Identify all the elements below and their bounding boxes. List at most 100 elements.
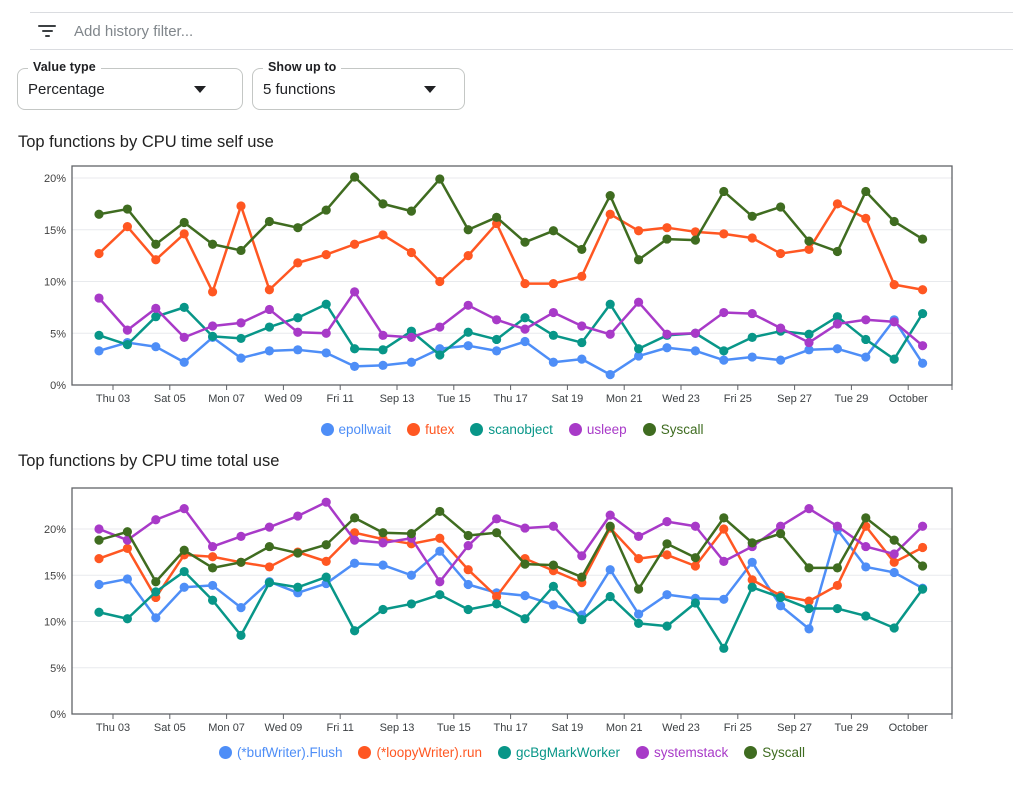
data-point[interactable] bbox=[577, 551, 587, 561]
legend-item-usleep[interactable]: usleep bbox=[568, 422, 627, 437]
data-point[interactable] bbox=[776, 202, 786, 212]
data-point[interactable] bbox=[832, 344, 843, 354]
data-point[interactable] bbox=[264, 346, 274, 356]
data-point[interactable] bbox=[293, 582, 303, 592]
data-point[interactable] bbox=[832, 312, 843, 322]
data-point[interactable] bbox=[662, 234, 672, 244]
data-point[interactable] bbox=[776, 592, 786, 603]
data-point[interactable] bbox=[548, 278, 559, 289]
data-point[interactable] bbox=[350, 626, 360, 636]
data-point[interactable] bbox=[577, 244, 587, 255]
data-point[interactable] bbox=[236, 630, 246, 640]
data-point[interactable] bbox=[321, 497, 331, 507]
data-point[interactable] bbox=[293, 223, 303, 233]
data-point[interactable] bbox=[435, 506, 445, 517]
data-point[interactable] bbox=[889, 623, 899, 633]
data-point[interactable] bbox=[264, 578, 274, 588]
cpu-self-chart-plot[interactable]: 0% 5% 10% 15% 20% Thu 03 Sat 05 Mon 07 Wed 09 Fri… bbox=[0, 163, 960, 411]
data-point[interactable] bbox=[151, 239, 161, 249]
data-point[interactable] bbox=[94, 293, 104, 303]
data-point[interactable] bbox=[662, 343, 672, 353]
data-point[interactable] bbox=[918, 561, 928, 571]
data-point[interactable] bbox=[634, 351, 644, 361]
data-point[interactable] bbox=[577, 321, 587, 331]
data-point[interactable] bbox=[832, 246, 843, 257]
data-point[interactable] bbox=[122, 543, 132, 554]
data-point[interactable] bbox=[804, 596, 814, 606]
data-point[interactable] bbox=[463, 530, 473, 541]
data-point[interactable] bbox=[492, 528, 502, 538]
data-point[interactable] bbox=[264, 216, 274, 227]
data-point[interactable] bbox=[861, 186, 871, 197]
data-point[interactable] bbox=[804, 624, 814, 634]
value-type-select[interactable]: Value type Percentage bbox=[17, 60, 243, 110]
data-point[interactable] bbox=[918, 341, 928, 351]
data-point[interactable] bbox=[350, 558, 360, 568]
data-point[interactable] bbox=[690, 521, 701, 531]
history-filter-input[interactable] bbox=[74, 22, 774, 40]
data-point[interactable] bbox=[264, 285, 274, 295]
data-point[interactable] bbox=[264, 522, 274, 532]
data-point[interactable] bbox=[492, 346, 502, 356]
data-point[interactable] bbox=[321, 249, 331, 260]
data-point[interactable] bbox=[634, 554, 644, 564]
data-point[interactable] bbox=[350, 239, 360, 249]
data-point[interactable] bbox=[577, 271, 587, 281]
data-point[interactable] bbox=[378, 560, 388, 570]
data-point[interactable] bbox=[293, 345, 303, 355]
data-point[interactable] bbox=[94, 554, 104, 564]
data-point[interactable] bbox=[236, 318, 246, 328]
data-point[interactable] bbox=[293, 548, 303, 558]
data-point[interactable] bbox=[264, 322, 274, 332]
data-point[interactable] bbox=[776, 521, 786, 531]
data-point[interactable] bbox=[690, 235, 701, 245]
data-point[interactable] bbox=[406, 206, 416, 216]
data-point[interactable] bbox=[122, 614, 132, 624]
data-point[interactable] bbox=[548, 521, 559, 531]
data-point[interactable] bbox=[889, 317, 899, 327]
data-point[interactable] bbox=[435, 322, 445, 332]
data-point[interactable] bbox=[634, 344, 644, 354]
legend-item-epollwait[interactable]: epollwait bbox=[320, 422, 391, 437]
data-point[interactable] bbox=[889, 354, 899, 364]
data-point[interactable] bbox=[435, 350, 445, 360]
data-point[interactable] bbox=[804, 244, 814, 255]
data-point[interactable] bbox=[520, 278, 530, 289]
data-point[interactable] bbox=[179, 545, 189, 555]
data-point[interactable] bbox=[236, 353, 246, 363]
data-point[interactable] bbox=[94, 579, 104, 590]
data-point[interactable] bbox=[634, 297, 644, 307]
data-point[interactable] bbox=[321, 572, 331, 582]
data-point[interactable] bbox=[293, 327, 303, 337]
data-point[interactable] bbox=[350, 344, 360, 354]
data-point[interactable] bbox=[179, 582, 189, 592]
data-point[interactable] bbox=[378, 538, 388, 548]
data-point[interactable] bbox=[832, 319, 843, 329]
data-point[interactable] bbox=[406, 357, 416, 367]
data-point[interactable] bbox=[264, 562, 274, 572]
data-point[interactable] bbox=[151, 342, 161, 352]
data-point[interactable] bbox=[94, 524, 104, 534]
data-point[interactable] bbox=[719, 346, 729, 356]
data-point[interactable] bbox=[605, 510, 615, 520]
data-point[interactable] bbox=[719, 355, 729, 365]
data-point[interactable] bbox=[662, 590, 672, 600]
data-point[interactable] bbox=[662, 329, 672, 339]
data-point[interactable] bbox=[918, 358, 928, 368]
data-point[interactable] bbox=[634, 255, 644, 265]
data-point[interactable] bbox=[520, 523, 530, 533]
data-point[interactable] bbox=[406, 599, 416, 609]
data-point[interactable] bbox=[889, 549, 899, 559]
data-point[interactable] bbox=[293, 313, 303, 323]
data-point[interactable] bbox=[321, 205, 331, 215]
data-point[interactable] bbox=[406, 529, 416, 539]
data-point[interactable] bbox=[435, 533, 445, 543]
data-point[interactable] bbox=[861, 562, 871, 572]
data-point[interactable] bbox=[179, 217, 189, 228]
data-point[interactable] bbox=[662, 621, 672, 631]
data-point[interactable] bbox=[321, 556, 331, 566]
data-point[interactable] bbox=[435, 577, 445, 587]
data-point[interactable] bbox=[634, 531, 644, 541]
data-point[interactable] bbox=[179, 504, 189, 514]
data-point[interactable] bbox=[889, 216, 899, 227]
